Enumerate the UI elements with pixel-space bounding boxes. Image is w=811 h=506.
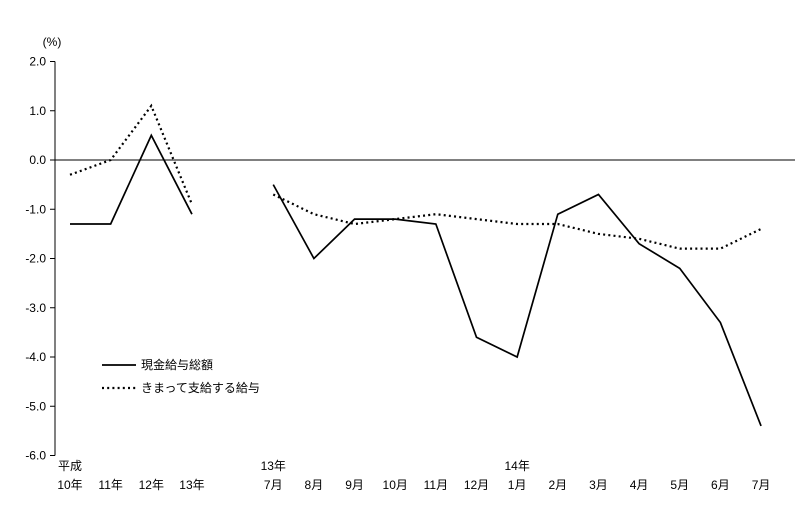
x-label-bottom: 11年: [98, 478, 122, 492]
series-line-0: [272, 184, 762, 427]
legend-label-1: きまって支給する給与: [141, 381, 260, 395]
x-label-bottom: 3月: [589, 478, 608, 492]
legend-label-0: 現金給与総額: [141, 357, 213, 372]
chart-axes: 2.0 1.0 0.0 -1.0 -2.0 -3.0 -4.0 -5.0 -6.0: [25, 55, 795, 463]
x-label-top: 平成: [58, 459, 82, 473]
y-tick-label: 1.0: [29, 104, 46, 118]
x-label-bottom: 12年: [139, 478, 164, 492]
x-label-bottom: 11月: [424, 478, 448, 492]
y-tick-label: -6.0: [25, 449, 46, 463]
x-label-bottom: 13年: [179, 478, 204, 492]
y-tick-label: 2.0: [29, 55, 46, 69]
x-label-bottom: 4月: [630, 478, 649, 492]
y-tick-label: -4.0: [25, 350, 46, 364]
y-tick-label: -3.0: [25, 301, 46, 315]
x-label-bottom: 8月: [305, 478, 324, 492]
x-label-bottom: 12月: [464, 478, 489, 492]
series-line-1: [69, 103, 193, 205]
y-tick-label: 0.0: [29, 153, 46, 167]
unit-label: (%): [43, 35, 62, 49]
x-label-top: 13年: [261, 459, 286, 473]
x-label-bottom: 9月: [345, 478, 364, 492]
x-label-top: 14年: [504, 459, 529, 473]
series-line-0: [70, 133, 193, 225]
x-label-bottom: 7月: [752, 478, 771, 492]
x-label-bottom: 5月: [670, 478, 689, 492]
x-label-bottom: 10月: [383, 478, 408, 492]
y-tick-label: -5.0: [25, 399, 46, 413]
y-tick-label: -1.0: [25, 202, 46, 216]
series-line-1: [272, 193, 762, 250]
x-label-bottom: 6月: [711, 478, 730, 492]
x-label-bottom: 7月: [264, 478, 283, 492]
x-label-bottom: 10年: [57, 478, 82, 492]
y-tick-label: -2.0: [25, 252, 46, 266]
chart-x-labels: 平成 13年 14年 10年 11年 12年 13年 7月 8月 9月 10月 11月 12月 1月 2月 3…: [57, 459, 770, 492]
x-label-bottom: 1月: [508, 478, 527, 492]
x-label-bottom: 2月: [548, 478, 567, 492]
chart-series: [69, 103, 762, 427]
